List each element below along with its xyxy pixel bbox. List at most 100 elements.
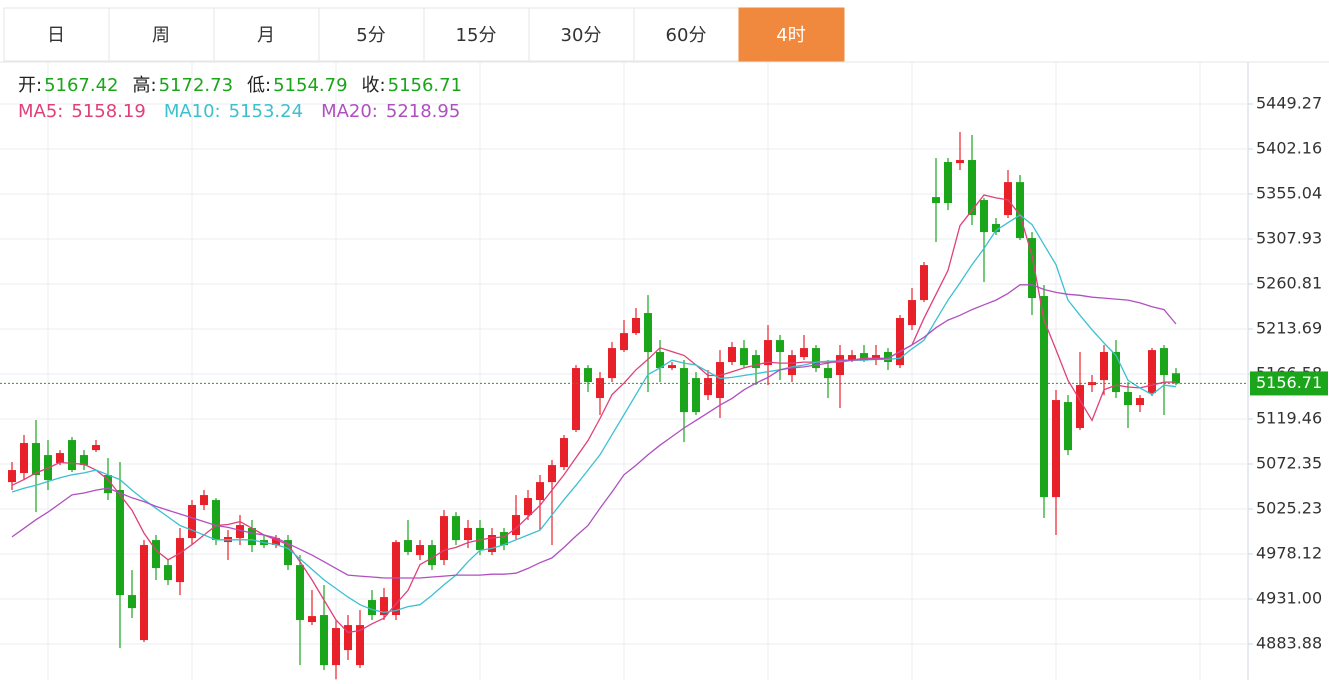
candle-body <box>584 368 592 383</box>
candle-body <box>164 565 172 581</box>
candle-body <box>920 265 928 301</box>
candle-body <box>968 160 976 216</box>
tab[interactable] <box>633 7 740 62</box>
tab-label[interactable]: 30分 <box>561 25 602 46</box>
candle-body <box>1136 398 1144 406</box>
candle-body <box>932 197 940 204</box>
candle-body <box>332 628 340 666</box>
ohlc-value: 5167.42 <box>44 75 118 96</box>
candle-body <box>152 540 160 569</box>
candle-body <box>20 443 28 474</box>
y-tick-label: 5213.69 <box>1256 318 1322 337</box>
candle-body <box>476 528 484 551</box>
candle-body <box>704 378 712 396</box>
candle-body <box>272 538 280 546</box>
candle-body <box>548 465 556 483</box>
legend-value: 5153.24 <box>229 101 303 122</box>
ma-line <box>11 194 1177 634</box>
candle-body <box>320 615 328 666</box>
candle-body <box>56 453 64 464</box>
candle-body <box>884 352 892 363</box>
y-tick-label: 5449.27 <box>1256 93 1322 112</box>
candle-body <box>32 443 40 476</box>
candle-body <box>1052 400 1060 498</box>
tab[interactable] <box>108 7 215 62</box>
tab-label[interactable]: 周 <box>152 25 170 46</box>
candle-body <box>1112 352 1120 393</box>
candle-body <box>428 545 436 566</box>
ma-line <box>11 284 1177 579</box>
candle-body <box>236 525 244 539</box>
candle-body <box>188 505 196 539</box>
candle-body <box>536 482 544 501</box>
candle-body <box>296 565 304 621</box>
y-tick-label: 5402.16 <box>1256 138 1322 157</box>
candle-body <box>728 347 736 363</box>
candle-body <box>68 440 76 471</box>
y-tick-label: 5072.35 <box>1256 453 1322 472</box>
candle-body <box>848 355 856 361</box>
candle-body <box>212 500 220 541</box>
candle-body <box>740 348 748 366</box>
tab-label[interactable]: 日 <box>47 25 65 46</box>
y-tick-label: 5025.23 <box>1256 498 1322 517</box>
candle-body <box>824 368 832 379</box>
y-tick-label: 5260.81 <box>1256 273 1322 292</box>
tab[interactable] <box>3 7 110 62</box>
candle-body <box>1148 350 1156 394</box>
ma-line <box>11 214 1177 614</box>
candle-body <box>140 545 148 641</box>
candle-body <box>800 348 808 358</box>
candle-body <box>1064 402 1072 451</box>
candle-body <box>692 378 700 413</box>
candle-body <box>92 445 100 451</box>
candle-body <box>512 515 520 536</box>
tab[interactable] <box>528 7 635 62</box>
tab-label[interactable]: 15分 <box>456 25 497 46</box>
last-price-label: 5156.71 <box>1256 373 1322 392</box>
candle-body <box>1100 352 1108 381</box>
tab-label[interactable]: 4时 <box>776 25 805 46</box>
tab-label[interactable]: 月 <box>257 25 275 46</box>
ohlc-label: 低: <box>247 75 271 96</box>
candle-body <box>1124 392 1132 406</box>
candle-body <box>176 538 184 583</box>
candle-body <box>788 355 796 376</box>
tab-label[interactable]: 5分 <box>356 25 385 46</box>
tab[interactable] <box>738 7 845 62</box>
plot-area <box>8 132 1180 680</box>
candle-body <box>404 540 412 553</box>
candle-body <box>812 348 820 369</box>
legend-value: 5158.19 <box>71 101 145 122</box>
candle-body <box>572 368 580 431</box>
candle-body <box>452 516 460 541</box>
candle-body <box>764 340 772 366</box>
candle-body <box>1172 373 1180 384</box>
candle-body <box>680 368 688 413</box>
ohlc-label: 收: <box>362 75 386 96</box>
candle-body <box>644 313 652 353</box>
last-price-box <box>1250 371 1328 396</box>
legend-name: MA20: <box>321 101 378 122</box>
candle-body <box>836 355 844 376</box>
candle-body <box>632 318 640 334</box>
candle-body <box>668 365 676 369</box>
tab-label[interactable]: 60分 <box>666 25 707 46</box>
legend-value: 5218.95 <box>386 101 460 122</box>
candle-body <box>356 625 364 666</box>
y-tick-label: 5307.93 <box>1256 228 1322 247</box>
tab[interactable] <box>318 7 425 62</box>
candle-body <box>80 455 88 466</box>
legend-name: MA5: <box>18 101 63 122</box>
legend-name: MA10: <box>164 101 221 122</box>
candle-body <box>464 528 472 541</box>
y-tick-label: 4883.88 <box>1256 634 1322 653</box>
candle-body <box>500 532 508 546</box>
candle-body <box>1016 182 1024 239</box>
candle-body <box>944 162 952 204</box>
candle-body <box>872 355 880 361</box>
tab[interactable] <box>213 7 320 62</box>
candle-body <box>608 348 616 379</box>
candle-body <box>368 600 376 616</box>
